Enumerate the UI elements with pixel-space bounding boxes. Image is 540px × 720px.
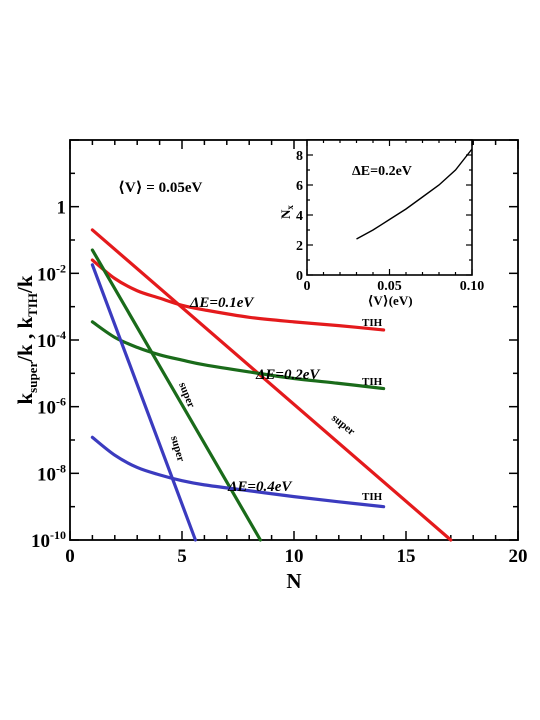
inset-x-tick-labels: 0 0.05 0.10 bbox=[304, 279, 485, 294]
main-y-tick-label: 10-8 bbox=[37, 461, 66, 485]
inset-y-axis-label: Nx bbox=[278, 205, 295, 219]
series-line-super bbox=[90, 228, 453, 542]
series-line-super bbox=[90, 248, 262, 542]
inset-x-tick-label: 0.05 bbox=[377, 279, 402, 294]
super-label-red: super bbox=[329, 412, 357, 438]
main-x-tick-label: 10 bbox=[285, 546, 304, 567]
inset-y-tick-label: 2 bbox=[296, 239, 303, 254]
de02-label: ΔE=0.2eV bbox=[255, 367, 321, 383]
main-series-lines bbox=[90, 228, 453, 542]
mean-v-annotation: ⟨V⟩ = 0.05eV bbox=[118, 180, 202, 196]
inset-series-line bbox=[356, 148, 473, 240]
tih-label-blue: TIH bbox=[362, 491, 383, 503]
main-axis-ticks bbox=[69, 139, 519, 541]
super-label-blue: super bbox=[168, 435, 187, 464]
inset-y-tick-label: 6 bbox=[296, 179, 303, 194]
series-line-tih bbox=[90, 435, 386, 509]
inset-title: ΔE=0.2eV bbox=[352, 164, 412, 179]
inset-x-tick-label: 0.10 bbox=[460, 279, 485, 294]
series-line-super bbox=[90, 263, 198, 542]
main-x-tick-label: 5 bbox=[177, 546, 187, 567]
inset-y-tick-label: 8 bbox=[296, 149, 303, 164]
de01-label: ΔE=0.1eV bbox=[189, 295, 255, 311]
main-y-tick-label: 10-4 bbox=[37, 328, 66, 352]
inset-x-tick-label: 0 bbox=[304, 279, 311, 294]
series-line-tih bbox=[90, 258, 386, 332]
main-y-tick-label: 1 bbox=[57, 198, 67, 219]
main-x-tick-label: 0 bbox=[65, 546, 75, 567]
inset-y-tick-label: 0 bbox=[296, 269, 303, 284]
inset-frame bbox=[306, 139, 473, 276]
main-x-tick-labels: 0 5 10 15 20 bbox=[65, 546, 527, 567]
series-line-tih bbox=[90, 320, 386, 391]
tih-label-green: TIH bbox=[362, 376, 383, 388]
inset-x-axis-label: ⟨V⟩(eV) bbox=[367, 293, 412, 308]
main-y-tick-labels: 1 10-2 10-4 10-6 10-8 10-10 bbox=[31, 198, 66, 552]
de04-label: ΔE=0.4eV bbox=[227, 479, 293, 495]
inset-y-tick-label: 4 bbox=[296, 209, 303, 224]
tih-label-red: TIH bbox=[362, 317, 383, 329]
main-x-tick-label: 20 bbox=[509, 546, 528, 567]
main-y-axis-label: ksuper/k , kTIH/k bbox=[13, 275, 40, 404]
inset-axis-ticks bbox=[306, 139, 473, 276]
main-y-tick-label: 10-2 bbox=[37, 261, 66, 285]
main-x-axis-label: N bbox=[286, 569, 301, 593]
main-x-tick-label: 15 bbox=[397, 546, 416, 567]
main-y-tick-label: 10-6 bbox=[37, 395, 66, 419]
super-label-green: super bbox=[176, 381, 197, 410]
main-y-tick-label: 10-10 bbox=[31, 528, 66, 552]
inset-y-tick-labels: 0 2 4 6 8 bbox=[296, 149, 303, 284]
inset-series-lines bbox=[356, 148, 473, 240]
